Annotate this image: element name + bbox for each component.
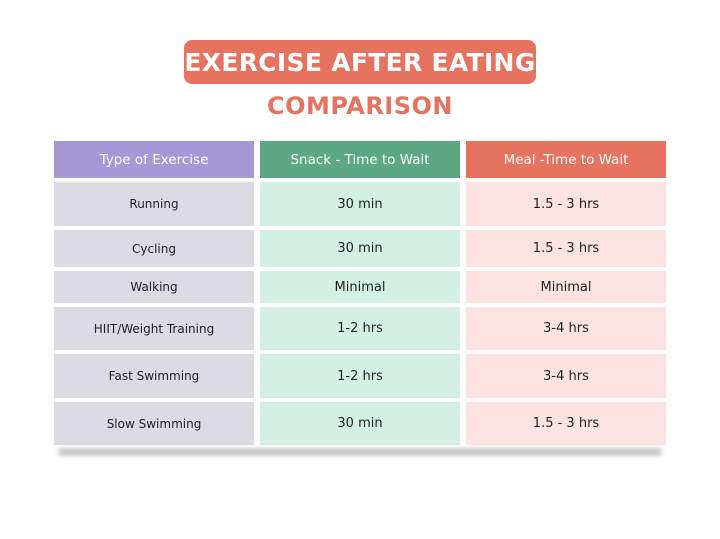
- page-title: EXERCISE AFTER EATING: [184, 40, 536, 84]
- snack-wait-cell: 1-2 hrs: [260, 307, 460, 350]
- snack-wait-cell: 1-2 hrs: [260, 354, 460, 398]
- exercise-cell: Walking: [54, 271, 254, 303]
- exercise-cell: Slow Swimming: [54, 402, 254, 445]
- exercise-cell: Cycling: [54, 230, 254, 267]
- header-type-of-exercise: Type of Exercise: [54, 141, 254, 178]
- meal-wait-cell: Minimal: [466, 271, 666, 303]
- meal-wait-cell: 1.5 - 3 hrs: [466, 182, 666, 226]
- meal-wait-cell: 3-4 hrs: [466, 354, 666, 398]
- exercise-cell: Running: [54, 182, 254, 226]
- exercise-cell: Fast Swimming: [54, 354, 254, 398]
- meal-wait-cell: 1.5 - 3 hrs: [466, 230, 666, 267]
- header-snack-time-to-wait: Snack - Time to Wait: [260, 141, 460, 178]
- meal-wait-cell: 3-4 hrs: [466, 307, 666, 350]
- table-shadow: [58, 448, 662, 456]
- snack-wait-cell: 30 min: [260, 402, 460, 445]
- table-row: Cycling 30 min 1.5 - 3 hrs: [54, 230, 666, 267]
- table-row: Walking Minimal Minimal: [54, 271, 666, 303]
- table-header-row: Type of Exercise Snack - Time to Wait Me…: [54, 141, 666, 178]
- snack-wait-cell: Minimal: [260, 271, 460, 303]
- table-row: Fast Swimming 1-2 hrs 3-4 hrs: [54, 354, 666, 398]
- exercise-cell: HIIT/Weight Training: [54, 307, 254, 350]
- snack-wait-cell: 30 min: [260, 230, 460, 267]
- snack-wait-cell: 30 min: [260, 182, 460, 226]
- header-meal-time-to-wait: Meal -Time to Wait: [466, 141, 666, 178]
- table-row: Running 30 min 1.5 - 3 hrs: [54, 182, 666, 226]
- table-row: HIIT/Weight Training 1-2 hrs 3-4 hrs: [54, 307, 666, 350]
- page-subtitle: COMPARISON: [266, 92, 454, 120]
- table-row: Slow Swimming 30 min 1.5 - 3 hrs: [54, 402, 666, 445]
- meal-wait-cell: 1.5 - 3 hrs: [466, 402, 666, 445]
